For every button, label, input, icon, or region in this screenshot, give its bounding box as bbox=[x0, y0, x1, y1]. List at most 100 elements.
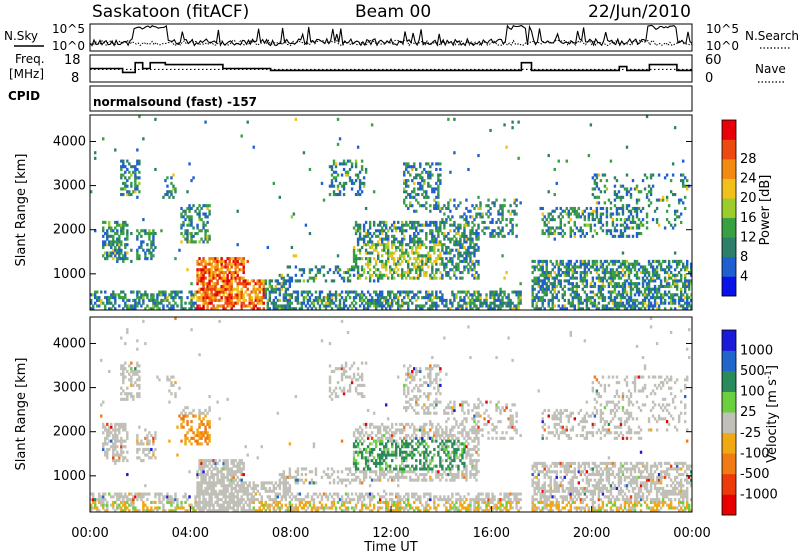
power-cell bbox=[384, 232, 388, 236]
power-cell bbox=[230, 265, 233, 269]
power-cell bbox=[358, 229, 362, 233]
power-cell bbox=[515, 290, 518, 294]
power-cell bbox=[166, 190, 169, 194]
velocity-cell bbox=[222, 500, 225, 504]
power-cell bbox=[202, 257, 205, 261]
power-cell bbox=[152, 304, 155, 308]
velocity-cell bbox=[282, 475, 286, 479]
power-cell bbox=[431, 290, 434, 294]
power-cell bbox=[112, 234, 115, 238]
velocity-cell bbox=[210, 509, 213, 513]
velocity-cell bbox=[290, 503, 294, 507]
velocity-cell bbox=[142, 506, 145, 510]
power-cell bbox=[565, 212, 568, 216]
velocity-cell bbox=[222, 503, 225, 507]
power-cell bbox=[463, 226, 466, 230]
power-cell bbox=[411, 204, 414, 208]
power-cell bbox=[399, 262, 402, 266]
power-cell bbox=[621, 304, 625, 308]
power-cell bbox=[370, 296, 374, 300]
power-cell bbox=[403, 187, 406, 191]
power-cell bbox=[336, 307, 340, 311]
power-cell bbox=[477, 290, 480, 294]
power-cell bbox=[250, 290, 253, 294]
power-cell bbox=[571, 271, 575, 275]
power-cell bbox=[110, 240, 113, 244]
power-cell bbox=[220, 304, 223, 308]
velocity-cell bbox=[136, 439, 139, 443]
power-cell bbox=[423, 204, 426, 208]
power-cell bbox=[380, 237, 384, 241]
power-cell bbox=[561, 287, 564, 291]
power-cell bbox=[641, 284, 645, 289]
velocity-cell bbox=[282, 481, 286, 485]
power-cell bbox=[649, 265, 653, 269]
power-cell bbox=[549, 282, 552, 286]
power-cell bbox=[595, 201, 599, 205]
power-cell bbox=[234, 265, 237, 269]
power-cell bbox=[679, 173, 683, 177]
power-cell bbox=[465, 220, 468, 224]
velocity-cell bbox=[104, 509, 107, 513]
power-cell bbox=[236, 273, 239, 277]
power-cell bbox=[280, 282, 284, 286]
power-cell bbox=[378, 259, 382, 263]
velocity-cell bbox=[206, 442, 209, 446]
power-cell bbox=[423, 262, 426, 266]
power-cell bbox=[342, 187, 346, 191]
velocity-cell bbox=[214, 461, 217, 465]
power-cell bbox=[681, 284, 685, 289]
power-colorbar-swatch bbox=[722, 256, 736, 277]
power-cell bbox=[623, 273, 627, 277]
power-cell bbox=[499, 232, 502, 236]
power-cell bbox=[677, 198, 681, 202]
velocity-cell bbox=[248, 492, 251, 496]
power-cell bbox=[388, 307, 392, 311]
velocity-cell bbox=[292, 495, 296, 499]
power-cell bbox=[567, 279, 570, 283]
velocity-cell bbox=[138, 392, 141, 396]
power-cell bbox=[439, 229, 442, 233]
power-cell bbox=[439, 206, 442, 211]
power-cell bbox=[531, 287, 534, 291]
power-cell bbox=[413, 262, 416, 266]
velocity-cell bbox=[302, 498, 306, 502]
velocity-cell bbox=[110, 495, 113, 499]
velocity-cell bbox=[122, 375, 125, 379]
velocity-cell bbox=[198, 509, 201, 513]
power-cell bbox=[441, 298, 444, 302]
velocity-cell bbox=[114, 434, 117, 438]
power-cell bbox=[517, 120, 520, 124]
velocity-cell bbox=[220, 470, 223, 474]
power-cell bbox=[617, 273, 621, 277]
velocity-cell bbox=[154, 495, 157, 499]
power-cell bbox=[356, 257, 360, 261]
power-cell bbox=[605, 209, 609, 213]
power-cell bbox=[370, 234, 374, 238]
power-cell bbox=[384, 262, 388, 266]
velocity-cell bbox=[158, 500, 161, 504]
power-cell bbox=[583, 276, 587, 280]
power-cell bbox=[441, 218, 444, 222]
velocity-cell bbox=[116, 450, 119, 454]
power-cell bbox=[334, 268, 338, 272]
power-cell bbox=[386, 257, 390, 261]
power-cell bbox=[150, 254, 153, 258]
power-cell bbox=[493, 298, 496, 302]
power-cell bbox=[376, 229, 380, 233]
power-cell bbox=[681, 304, 685, 308]
power-cell bbox=[489, 232, 492, 236]
power-cell bbox=[621, 251, 625, 255]
power-cell bbox=[196, 206, 199, 211]
velocity-cell bbox=[196, 481, 199, 485]
power-cell bbox=[433, 240, 436, 244]
power-cell bbox=[429, 254, 432, 258]
velocity-cell bbox=[276, 500, 280, 504]
power-cell bbox=[262, 293, 265, 297]
power-cell bbox=[637, 262, 641, 266]
velocity-cell bbox=[148, 447, 151, 452]
power-cell bbox=[90, 298, 93, 302]
velocity-cell bbox=[198, 467, 201, 471]
velocity-cell bbox=[186, 420, 189, 424]
power-cell bbox=[473, 254, 476, 258]
